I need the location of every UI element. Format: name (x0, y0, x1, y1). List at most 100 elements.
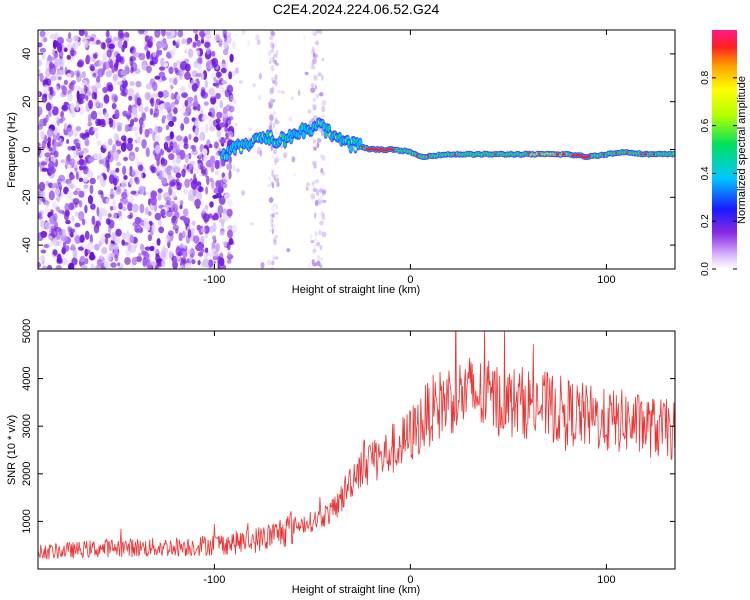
heatmap-noise-cell (132, 117, 139, 123)
y-tick-label: 2000 (21, 462, 33, 486)
heatmap-noise-cell (116, 125, 122, 132)
heatmap-noise-cell (291, 156, 296, 163)
heatmap-noise-cell (130, 119, 134, 127)
heatmap-noise-cell (183, 116, 190, 124)
heatmap-noise-cell (75, 171, 79, 180)
heatmap-noise-cell (69, 174, 75, 180)
heatmap-noise-cell (71, 216, 75, 222)
heatmap-noise-cell (312, 104, 317, 111)
heatmap-noise-cell (270, 266, 274, 269)
heatmap-noise-cell (162, 115, 167, 120)
heatmap-noise-cell (194, 33, 199, 42)
heatmap-noise-cell (172, 224, 179, 231)
colorbar: 0.0 0.2 0.4 0.6 0.8 Normalized spectral ampl… (700, 30, 748, 276)
heatmap-noise-cell (52, 201, 58, 209)
heatmap-noise-cell (131, 168, 139, 177)
heatmap-noise-cell (213, 76, 217, 83)
heatmap-noise-cell (131, 203, 139, 213)
heatmap-noise-cell (78, 190, 85, 198)
heatmap-noise-cell (74, 211, 80, 217)
heatmap-noise-cell (76, 61, 84, 68)
heatmap-noise-cell (90, 110, 98, 120)
heatmap-noise-cell (155, 50, 160, 58)
heatmap-noise-cell (85, 54, 91, 64)
heatmap-noise-cell (51, 106, 59, 116)
heatmap-noise-cell (40, 190, 46, 198)
heatmap-noise-cell (69, 228, 76, 234)
heatmap-noise-cell (45, 114, 49, 123)
heatmap-noise-cell (316, 45, 319, 51)
heatmap-noise-cell (107, 151, 111, 159)
heatmap-noise-cell (89, 234, 93, 244)
heatmap-noise-cell (249, 222, 254, 226)
heatmap-noise-cell (319, 220, 324, 226)
heatmap-noise-cell (209, 155, 216, 165)
heatmap-noise-cell (70, 232, 74, 238)
heatmap-noise-cell (70, 102, 75, 112)
heatmap-noise-cell (152, 81, 158, 92)
heatmap-noise-cell (168, 78, 173, 83)
heatmap-noise-cell (123, 31, 129, 38)
heatmap-noise-cell (149, 245, 155, 252)
heatmap-noise-cell (205, 186, 209, 195)
heatmap-noise-cell (43, 244, 50, 248)
heatmap-noise-cell (161, 76, 167, 81)
heatmap-noise-cell (215, 118, 221, 124)
heatmap-noise-cell (214, 159, 220, 170)
heatmap-noise-cell (52, 249, 58, 256)
heatmap-noise-cell (273, 239, 277, 246)
heatmap-noise-cell (322, 171, 325, 176)
heatmap-noise-cell (123, 138, 127, 149)
heatmap-noise-cell (179, 85, 186, 92)
heatmap-noise-cell (59, 118, 64, 124)
heatmap-noise-cell (275, 203, 278, 210)
heatmap-noise-cell (45, 157, 50, 163)
heatmap-noise-cell (83, 39, 89, 48)
heatmap-noise-cell (204, 80, 208, 89)
heatmap-noise-cell (311, 30, 317, 35)
heatmap-noise-cell (48, 235, 53, 240)
heatmap-noise-cell (202, 113, 207, 119)
heatmap-noise-cell (214, 141, 219, 149)
heatmap-noise-cell (194, 118, 200, 129)
heatmap-noise-cell (89, 251, 95, 261)
heatmap-noise-cell (87, 121, 93, 127)
heatmap-noise-cell (75, 101, 80, 111)
heatmap-noise-cell (104, 233, 111, 239)
heatmap-noise-cell (141, 112, 147, 122)
heatmap-noise-cell (148, 211, 152, 217)
heatmap-noise-cell (56, 132, 61, 141)
heatmap-noise-cell (191, 259, 196, 265)
heatmap-noise-cell (65, 219, 71, 225)
heatmap-noise-cell (316, 39, 319, 46)
heatmap-noise-cell (110, 262, 117, 268)
heatmap-noise-cell (38, 106, 43, 116)
heatmap-noise-cell (89, 37, 95, 42)
snr-xlabel: Height of straight line (km) (292, 584, 420, 596)
heatmap-noise-cell (139, 203, 145, 214)
heatmap-ticks: -100 0 100 -40 -20 0 20 40 (21, 30, 675, 286)
heatmap-noise-cell (149, 98, 154, 104)
heatmap-noise-cell (204, 41, 211, 49)
ridge-core-mark (354, 147, 357, 151)
heatmap-noise-cell (136, 97, 142, 106)
heatmap-noise-cell (255, 34, 260, 41)
heatmap-noise-cell (191, 144, 197, 152)
heatmap-noise-cell (191, 220, 196, 226)
heatmap-noise-cell (206, 47, 211, 55)
heatmap-noise-cell (146, 65, 152, 74)
heatmap-noise-cell (90, 263, 95, 269)
heatmap-noise-cell (99, 175, 104, 185)
heatmap-noise-cell (41, 167, 49, 172)
heatmap-noise-cell (252, 83, 256, 88)
heatmap-noise-cell (312, 139, 317, 144)
heatmap-noise-cell (129, 177, 133, 185)
heatmap-noise-cell (112, 73, 119, 82)
heatmap-noise-cell (156, 238, 161, 246)
heatmap-noise-cell (267, 50, 272, 57)
heatmap-noise-cell (160, 208, 166, 217)
heatmap-noise-cell (66, 73, 72, 78)
heatmap-noise-cell (256, 39, 261, 46)
heatmap-noise-cell (215, 71, 222, 78)
heatmap-noise-cell (49, 61, 54, 69)
